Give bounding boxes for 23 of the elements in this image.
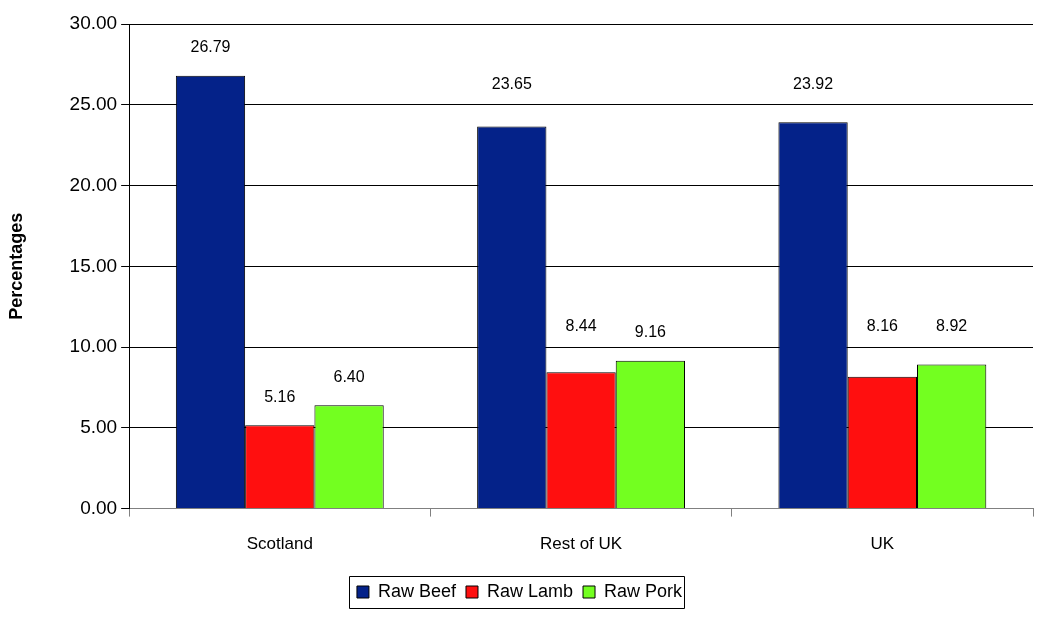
data-label: 8.92 bbox=[936, 317, 968, 335]
y-tick-label: 15.00 bbox=[69, 254, 118, 276]
x-tick-label: Rest of UK bbox=[539, 534, 623, 554]
data-label: 26.79 bbox=[190, 38, 231, 56]
legend-label: Raw Lamb bbox=[486, 580, 574, 601]
x-tick-label: Scotland bbox=[246, 534, 313, 554]
data-label: 8.44 bbox=[565, 317, 597, 335]
legend-label: Raw Beef bbox=[377, 580, 457, 601]
legend-label: Raw Pork bbox=[604, 580, 684, 601]
data-label: 23.92 bbox=[793, 75, 834, 93]
data-label: 8.16 bbox=[866, 317, 899, 335]
y-tick-label: 20.00 bbox=[69, 173, 118, 195]
x-tick-label: UK bbox=[870, 534, 895, 554]
data-label: 5.16 bbox=[264, 387, 296, 405]
y-tick-label: 25.00 bbox=[69, 93, 118, 114]
data-label: 6.40 bbox=[333, 367, 365, 385]
y-tick-label: 0.00 bbox=[80, 496, 118, 518]
data-label: 9.16 bbox=[634, 323, 667, 341]
y-tick-label: 10.00 bbox=[69, 335, 118, 357]
data-label: 23.65 bbox=[491, 75, 532, 93]
y-axis-title: Percentages bbox=[5, 212, 26, 320]
y-tick-label: 5.00 bbox=[80, 416, 118, 438]
y-tick-label: 30.00 bbox=[69, 12, 118, 34]
